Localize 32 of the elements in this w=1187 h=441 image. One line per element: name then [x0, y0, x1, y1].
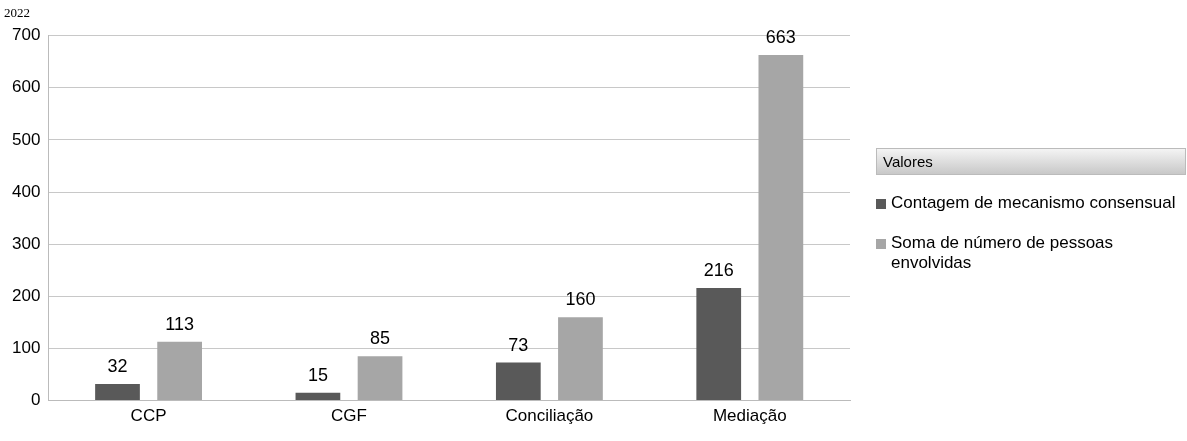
legend-title: Valores: [876, 148, 1186, 175]
y-tick-label: 300: [11, 233, 41, 253]
x-tick-label: Mediação: [712, 406, 787, 426]
bar: [758, 54, 804, 401]
x-tick-label: CGF: [331, 406, 367, 426]
data-label: 216: [703, 259, 734, 280]
bar: [157, 341, 202, 401]
bar: [495, 362, 541, 401]
x-tick-label: Conciliação: [505, 406, 594, 426]
data-label: 663: [765, 26, 796, 47]
data-label: 73: [508, 334, 529, 355]
data-label: 32: [107, 355, 128, 376]
y-tick-label: 700: [11, 25, 41, 45]
data-label: 15: [307, 364, 328, 385]
y-tick-label: 500: [11, 129, 41, 149]
y-tick-label: 100: [11, 338, 41, 358]
bar: [558, 317, 603, 401]
y-tick-label: 600: [11, 77, 41, 97]
y-tick-label: 0: [30, 390, 41, 410]
chart-title: 2022: [4, 5, 30, 21]
y-tick-label: 400: [11, 181, 41, 201]
data-label: 160: [565, 289, 596, 310]
data-label: 85: [370, 328, 391, 349]
bar: [295, 392, 341, 401]
legend-label: Contagem de mecanismo consensual: [891, 193, 1176, 213]
bar: [95, 383, 140, 401]
y-tick-label: 200: [11, 286, 41, 305]
x-tick-label: CCP: [130, 406, 167, 426]
data-label: 113: [165, 313, 194, 334]
bar: [357, 356, 403, 401]
bar: [696, 287, 742, 401]
legend-label: Soma de número de pessoas envolvidas: [891, 233, 1115, 273]
